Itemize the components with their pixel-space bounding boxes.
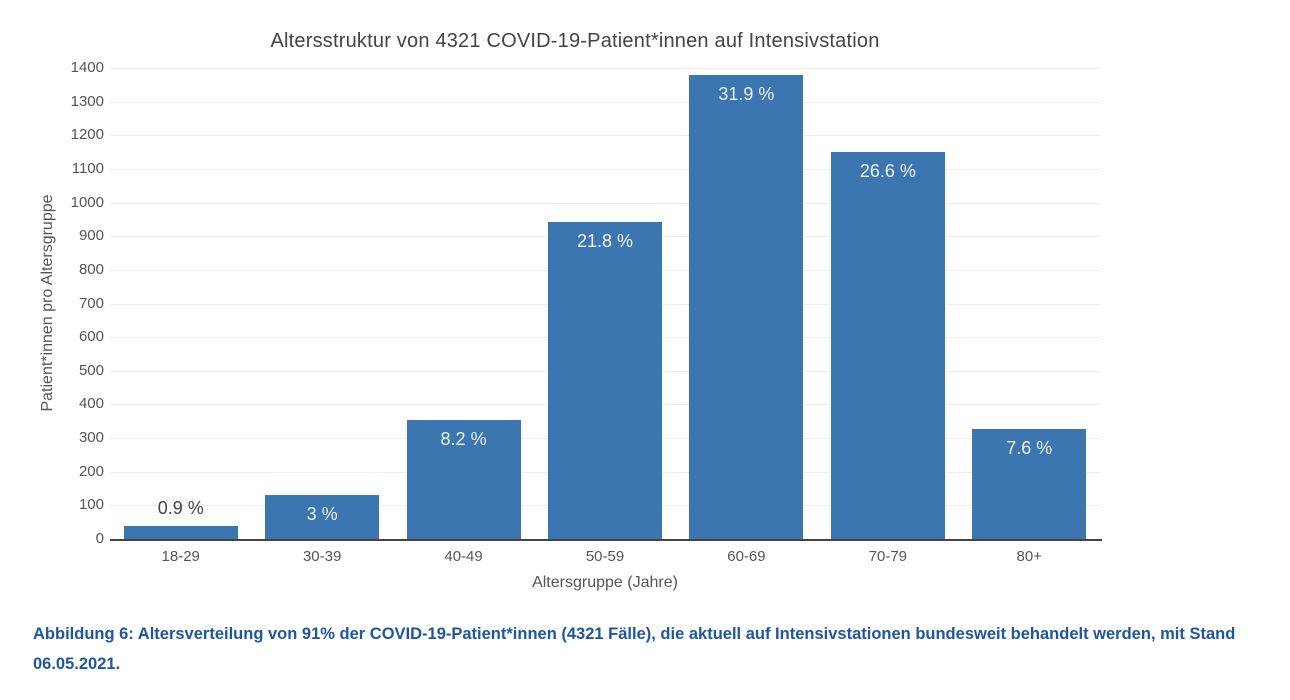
bar-value-label: 3 % <box>306 504 338 525</box>
y-tick-label: 200 <box>78 462 104 480</box>
gridline <box>110 202 1100 204</box>
chart-title: Altersstruktur von 4321 COVID-19-Patient… <box>270 30 880 52</box>
bar-18-29 <box>123 525 238 539</box>
bar-chart-figure: Altersstruktur von 4321 COVID-19-Patient… <box>39 30 1102 591</box>
bar-60-69 <box>689 75 804 539</box>
y-tick-label: 700 <box>78 294 104 312</box>
x-tick-label: 50-59 <box>585 548 625 565</box>
figure-caption: Abbildung 6: Altersverteilung von 91% de… <box>33 625 1236 673</box>
x-tick-label: 18-29 <box>161 548 200 565</box>
bar-80+ <box>972 428 1087 539</box>
y-tick-label: 0 <box>95 530 104 547</box>
y-tick-label: 600 <box>78 328 104 346</box>
y-tick-label: 300 <box>78 429 104 447</box>
gridline <box>110 135 1100 137</box>
y-tick-label: 1400 <box>70 59 104 76</box>
x-axis-title: Altersgruppe (Jahre) <box>532 574 678 591</box>
y-tick-label: 100 <box>78 496 104 514</box>
bar-value-label: 31.9 % <box>718 84 775 105</box>
x-tick-label: 80+ <box>1016 548 1042 565</box>
bar-70-79 <box>830 152 945 539</box>
gridline <box>110 168 1100 170</box>
bar-40-49 <box>406 419 521 539</box>
bar-value-label: 26.6 % <box>859 161 916 182</box>
bar-30-39 <box>265 495 380 539</box>
y-tick-label: 900 <box>78 227 104 245</box>
y-tick-label: 500 <box>78 361 104 379</box>
plot-area: 0.9 % 3 % 8.2 % 21.8 % 31.9 % 26.6 % 7.6 % <box>110 68 1102 541</box>
gridline <box>110 68 1100 69</box>
bar-value-label: 21.8 % <box>576 231 634 252</box>
y-tick-label: 1100 <box>71 159 104 177</box>
bar-value-label: 8.2 % <box>440 428 487 449</box>
y-tick-label: 1200 <box>70 126 104 144</box>
x-tick-label: 70-79 <box>868 548 908 565</box>
y-tick-label: 1300 <box>70 92 104 110</box>
x-axis-line <box>110 539 1102 541</box>
x-tick-label: 60-69 <box>727 548 766 565</box>
bar-value-label: 7.6 % <box>1006 437 1053 458</box>
y-tick-label: 800 <box>78 260 104 278</box>
bar-50-59 <box>548 222 662 539</box>
y-tick-label: 400 <box>78 395 104 413</box>
x-tick-label: 30-39 <box>302 548 342 565</box>
x-tick-label: 40-49 <box>444 548 483 565</box>
y-tick-label: 1000 <box>70 193 104 211</box>
gridline <box>110 101 1100 103</box>
bar-value-label: 0.9 % <box>157 497 204 518</box>
